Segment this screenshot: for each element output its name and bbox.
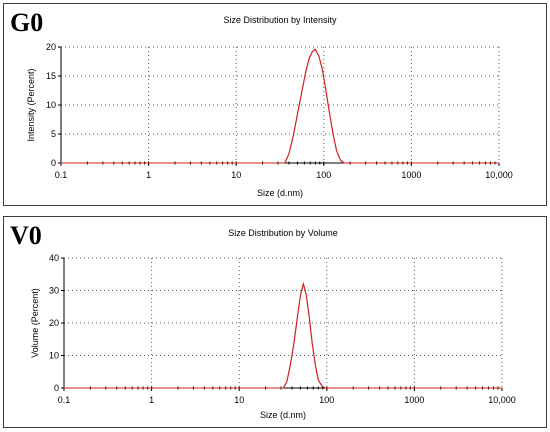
- x-tick-label: 10,000: [488, 395, 516, 405]
- y-tick-label: 10: [49, 351, 59, 361]
- x-tick-label: 1000: [404, 395, 424, 405]
- x-tick-label: 0.1: [55, 170, 68, 180]
- x-tick-label: 1000: [401, 170, 421, 180]
- y-tick-label: 0: [54, 383, 59, 393]
- chart-title: Size Distribution by Volume: [228, 228, 338, 238]
- x-tick-label: 10,000: [485, 170, 513, 180]
- x-tick-label: 1: [149, 395, 154, 405]
- panel-tag: V0: [10, 221, 42, 250]
- x-tick-label: 100: [319, 395, 334, 405]
- y-tick-label: 10: [46, 100, 56, 110]
- x-axis-label: Size (d.nm): [257, 188, 303, 198]
- chart-panel-intensity: G0 Size Distribution by Intensity 0.1 1 10 1…: [3, 3, 547, 206]
- y-tick-label: 30: [49, 286, 59, 296]
- y-tick-label: 5: [51, 129, 56, 139]
- y-tick-label: 20: [46, 42, 56, 52]
- x-tick-label: 100: [316, 170, 331, 180]
- x-tick-label: 1: [146, 170, 151, 180]
- chart-title: Size Distribution by Intensity: [223, 15, 337, 25]
- x-tick-label: 10: [234, 395, 244, 405]
- x-axis-label: Size (d.nm): [260, 410, 306, 420]
- chart-panel-volume: V0 Size Distribution by Volume 0.1 1 10 100 1…: [3, 216, 547, 428]
- x-tick-label: 0.1: [58, 395, 71, 405]
- y-tick-label: 40: [49, 253, 59, 263]
- y-tick-label: 20: [49, 318, 59, 328]
- series-line: [282, 281, 326, 389]
- y-axis-label: Intensity (Percent): [26, 68, 36, 141]
- y-tick-label: 15: [46, 71, 56, 81]
- panel-tag: G0: [10, 8, 44, 37]
- x-tick-label: 10: [231, 170, 241, 180]
- y-axis-label: Volume (Percent): [30, 288, 40, 358]
- y-tick-label: 0: [51, 158, 56, 168]
- series-line: [284, 48, 345, 164]
